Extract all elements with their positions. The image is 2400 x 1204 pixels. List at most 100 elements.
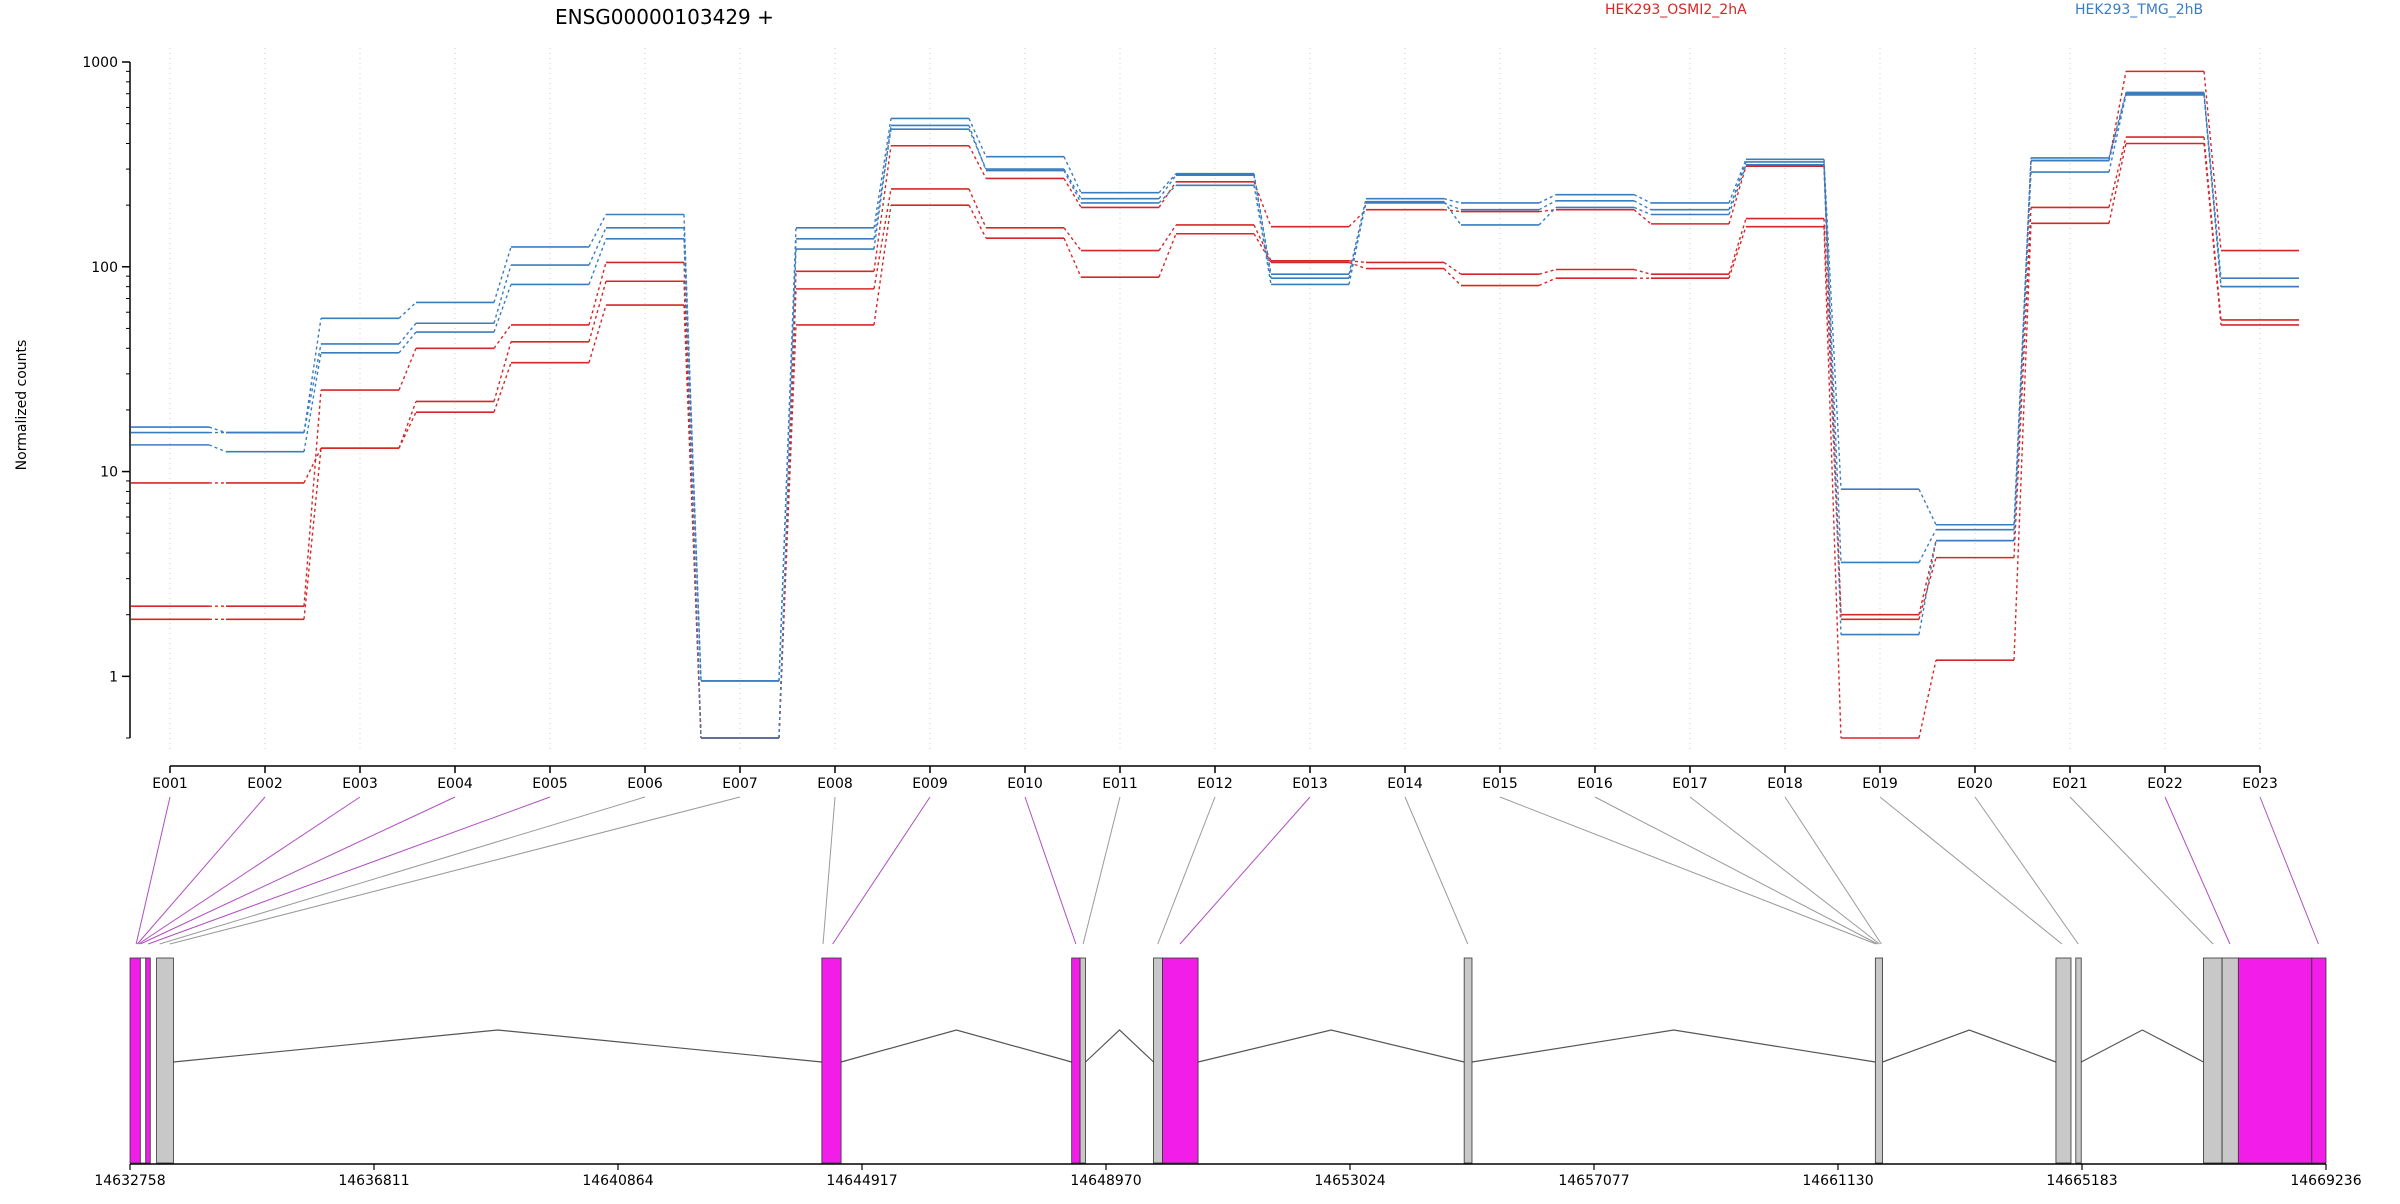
exon-connector (832, 796, 931, 945)
exon-connector (138, 796, 361, 945)
exon-connector (1689, 796, 1880, 945)
data-connector (588, 238, 607, 285)
x-tick-label: E023 (2242, 776, 2278, 792)
data-connector (873, 188, 892, 289)
intron-line (173, 1029, 822, 1063)
exon-connector (1024, 796, 1077, 945)
exon-connector (822, 796, 836, 945)
data-connector (398, 348, 417, 391)
intron-line (840, 1029, 1072, 1063)
exon-connector (2069, 796, 2214, 945)
data-connector (1538, 268, 1557, 275)
data-connector (1443, 261, 1462, 275)
genomic-tick-label: 14669236 (2290, 1173, 2361, 1189)
data-connector (1823, 226, 1842, 739)
intron-line (1085, 1029, 1154, 1063)
data-connector (2203, 71, 2222, 251)
y-tick-label: 1000 (82, 55, 118, 71)
data-connector (2203, 94, 2222, 287)
intron-line (1197, 1029, 1465, 1063)
genomic-tick-label: 14640864 (582, 1173, 653, 1189)
data-connector (1728, 165, 1747, 225)
data-connector (588, 214, 607, 248)
genomic-tick-label: 14665183 (2046, 1173, 2117, 1189)
x-tick-label: E022 (2147, 776, 2183, 792)
data-connector (1538, 194, 1557, 204)
data-connector (1823, 159, 1842, 490)
data-connector (1918, 659, 1937, 739)
data-connector (1158, 224, 1177, 251)
exon-connector (169, 796, 741, 945)
data-connector (2013, 172, 2032, 541)
data-connector (1538, 206, 1557, 226)
exon-connector (135, 796, 171, 945)
x-tick-label: E008 (817, 776, 853, 792)
x-tick-label: E011 (1102, 776, 1138, 792)
exon-box (145, 957, 151, 1164)
data-connector (1728, 164, 1747, 215)
data-connector (1253, 185, 1272, 285)
series-lines (131, 70, 2299, 739)
genomic-tick-label: 14644917 (826, 1173, 897, 1189)
data-connector (208, 426, 227, 434)
data-connector (1728, 226, 1747, 279)
data-connector (1063, 227, 1082, 251)
y-axis: 1 10 100 1000 (82, 55, 131, 739)
data-connector (778, 249, 797, 739)
exon-connector (1974, 796, 2079, 945)
data-connector (303, 352, 322, 452)
data-connector (968, 188, 987, 229)
exon-box (821, 957, 842, 1164)
data-connector (493, 246, 512, 303)
exon-connector (2259, 796, 2319, 945)
exon-box (2055, 957, 2072, 1164)
series-tmg (131, 92, 2299, 682)
data-connector (1918, 540, 1937, 635)
data-connector (493, 284, 512, 333)
x-tick-label: E013 (1292, 776, 1328, 792)
x-axis: E001 E002 E003 E004 E005 E006 E007 E008 E009 E010… (152, 765, 2278, 792)
exon-connector (136, 796, 266, 945)
data-connector (1443, 202, 1462, 211)
x-tick-label: E005 (532, 776, 568, 792)
exon-box (2221, 957, 2239, 1164)
data-connector (1728, 161, 1747, 210)
x-tick-label: E002 (247, 776, 283, 792)
series-tmg (131, 94, 2299, 739)
data-connector (1918, 557, 1937, 620)
data-connector (1158, 181, 1177, 208)
data-connector (303, 448, 322, 620)
legend-entry-osmi2: HEK293_OSMI2_2hA (1605, 2, 1747, 18)
data-connector (1633, 209, 1652, 225)
data-connector (1443, 201, 1462, 226)
data-connector (1918, 540, 1937, 615)
data-connector (1443, 268, 1462, 287)
exon-box (2311, 957, 2327, 1164)
data-connector (873, 118, 892, 228)
x-tick-label: E004 (437, 776, 473, 792)
data-connector (1063, 237, 1082, 278)
data-connector (1918, 488, 1937, 526)
data-connector (683, 227, 702, 681)
data-connector (968, 125, 987, 171)
data-connector (493, 362, 512, 413)
data-connector (968, 118, 987, 157)
data-connector (2203, 92, 2222, 279)
exon-connector (1594, 796, 1878, 945)
data-connector (873, 205, 892, 326)
x-tick-label: E006 (627, 776, 663, 792)
data-connector (2013, 207, 2032, 558)
x-tick-label: E019 (1862, 776, 1898, 792)
exon-connector (1157, 796, 1216, 945)
x-tick-label: E018 (1767, 776, 1803, 792)
chart-title: ENSG00000103429 + (555, 5, 774, 29)
exon-connector (1404, 796, 1469, 945)
data-connector (1823, 161, 1842, 563)
x-tick-label: E007 (722, 776, 758, 792)
genomic-tick-label: 14653024 (1314, 1173, 1385, 1189)
genomic-axis: 14632758 14636811 14640864 14644917 14648970… (94, 1163, 2362, 1189)
data-connector (2108, 92, 2127, 159)
data-connector (2108, 136, 2127, 208)
y-tick-label: 10 (100, 465, 118, 481)
data-connector (968, 145, 987, 179)
